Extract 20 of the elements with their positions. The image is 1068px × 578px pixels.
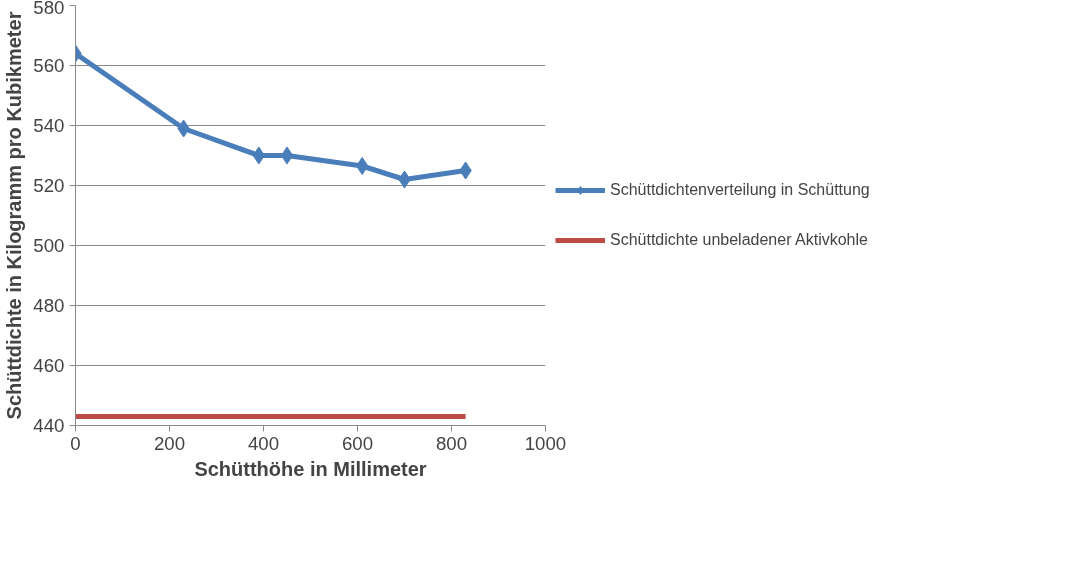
y-tick-label: 480 (33, 295, 65, 316)
legend-label: Schüttdichtenverteilung in Schüttung (610, 181, 870, 199)
y-tick-label: 460 (33, 355, 65, 376)
y-axis-title: Schüttdichte in Kilogramm pro Kubikmeter (3, 11, 26, 420)
y-tick-label: 500 (33, 235, 65, 256)
y-tick-label: 580 (33, 0, 65, 18)
x-tick-label: 400 (247, 432, 280, 454)
y-tick-label: 560 (33, 55, 65, 76)
point (356, 157, 369, 175)
x-axis-title: Schütthöhe in Millimeter (194, 457, 427, 480)
x-tick-label: 0 (70, 432, 81, 454)
x-tick-label: 600 (341, 432, 374, 454)
y-tick-label: 520 (33, 175, 65, 196)
x-tick-label: 1000 (524, 432, 567, 454)
point (280, 146, 294, 165)
y-tick-label: 440 (33, 415, 65, 436)
y-tick-label: 540 (33, 115, 65, 136)
x-tick-label: 800 (435, 432, 468, 454)
legend-label: Schüttdichte unbeladener Aktivkohle (610, 231, 868, 249)
x-tick-label: 200 (153, 432, 186, 454)
